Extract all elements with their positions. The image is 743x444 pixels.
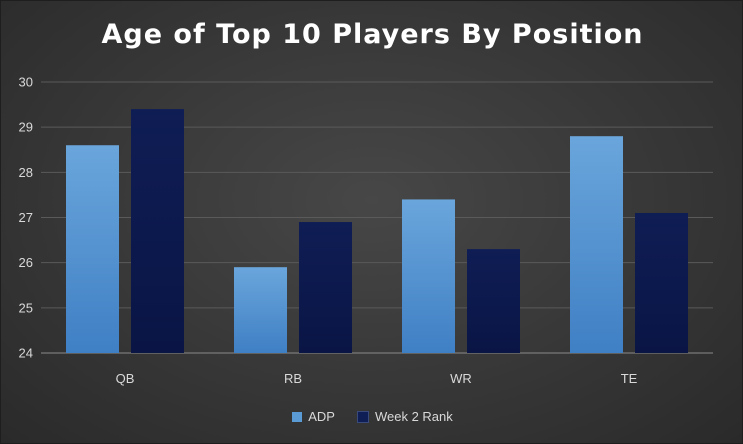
legend-swatch-adp — [292, 411, 303, 422]
bar-adp-te — [570, 136, 623, 353]
y-tick-label: 29 — [19, 120, 33, 135]
y-tick-label: 28 — [19, 165, 33, 180]
y-tick-label: 24 — [19, 346, 33, 361]
y-axis-ticks: 24 25 26 27 28 29 30 — [19, 75, 33, 361]
bar-adp-rb — [234, 267, 287, 353]
bar-week-2-rank-wr — [467, 249, 520, 353]
bars — [66, 109, 688, 353]
legend-swatch-week-2-rank — [356, 410, 369, 423]
x-category-label: WR — [450, 371, 472, 386]
y-tick-label: 26 — [19, 255, 33, 270]
x-category-label: QB — [116, 371, 135, 386]
y-tick-label: 30 — [19, 75, 33, 90]
bar-adp-wr — [402, 199, 455, 353]
x-category-label: RB — [284, 371, 302, 386]
bar-week-2-rank-te — [635, 212, 688, 353]
legend: ADP Week 2 Rank — [1, 409, 743, 424]
legend-item-adp: ADP — [292, 409, 335, 424]
chart-title: Age of Top 10 Players By Position — [101, 19, 644, 50]
legend-label-week-2-rank: Week 2 Rank — [374, 409, 453, 424]
legend-label-adp: ADP — [308, 409, 335, 424]
legend-item-week-2-rank: Week 2 Rank — [356, 409, 453, 424]
x-axis-categories: QB RB WR TE — [116, 371, 638, 386]
y-tick-label: 27 — [19, 210, 33, 225]
bar-adp-qb — [66, 145, 119, 353]
bar-week-2-rank-rb — [299, 222, 352, 353]
y-tick-label: 25 — [19, 300, 33, 315]
bar-week-2-rank-qb — [131, 109, 184, 353]
x-category-label: TE — [621, 371, 638, 386]
